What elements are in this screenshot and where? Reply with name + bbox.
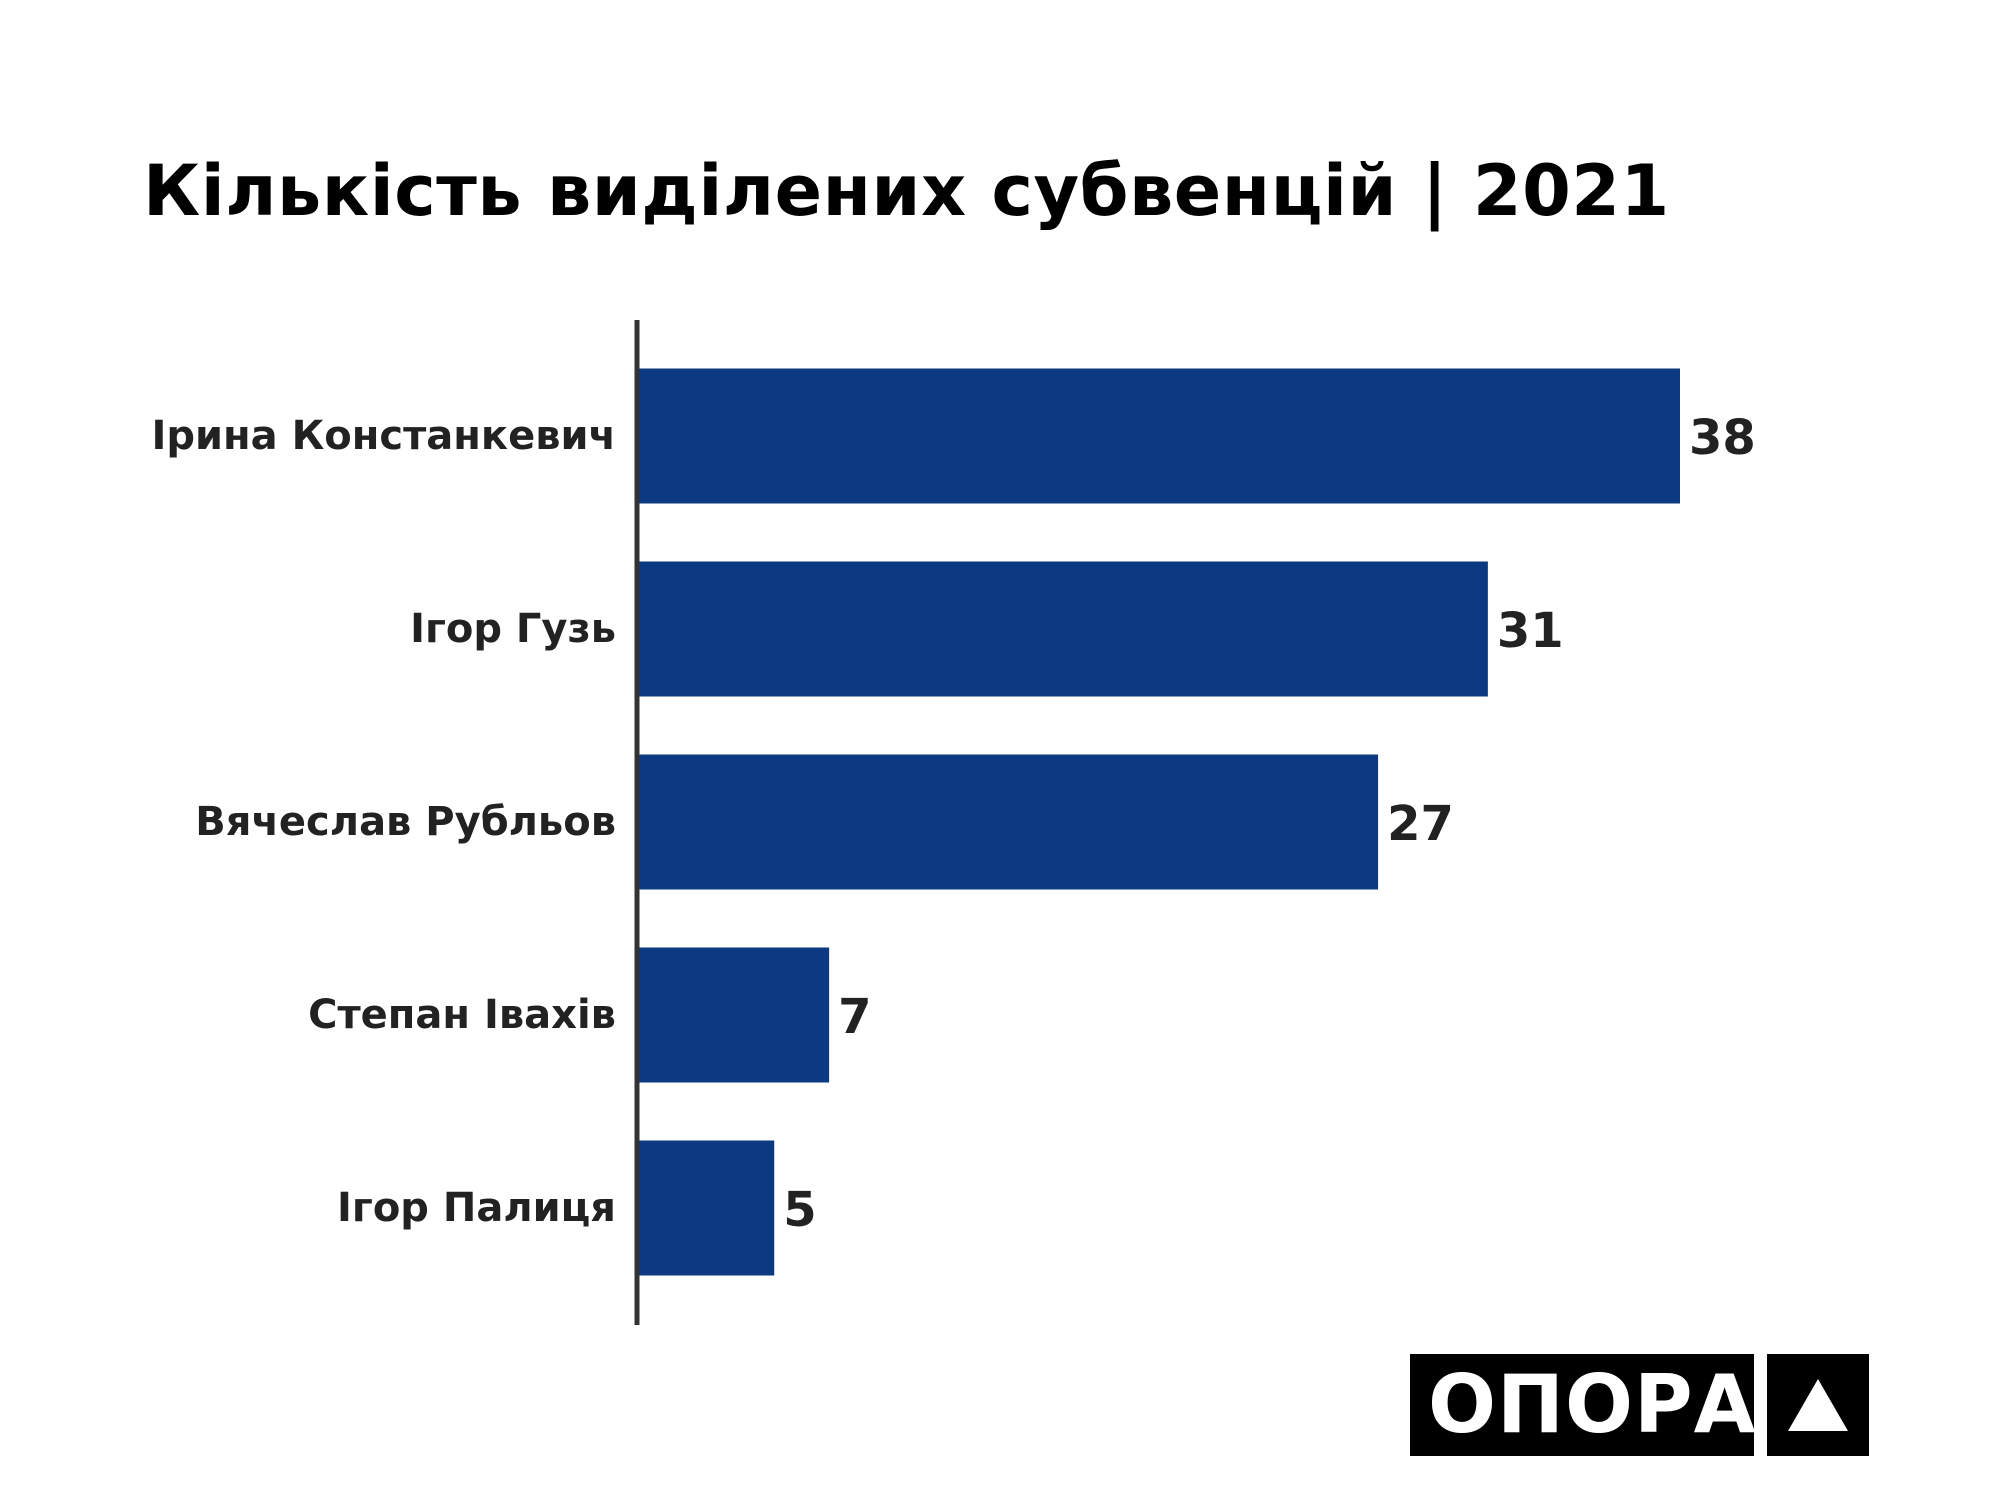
bars-layer [637,368,1680,1276]
data-label: 7 [838,989,871,1045]
bar [637,1140,775,1276]
bar [637,561,1488,697]
bar [637,947,830,1083]
data-label: 27 [1387,796,1454,852]
opora-logo: ОПОРА [1410,1354,1869,1456]
triangle-icon [1767,1354,1869,1456]
category-label: Ігор Гузь [410,606,616,652]
category-label: Вячеслав Рубльов [195,799,616,845]
data-label: 31 [1497,603,1564,659]
category-label: Ірина Констанкевич [151,413,616,459]
data-label: 38 [1689,410,1756,466]
chart-title: Кількість виділених субвенцій | 2021 [143,150,1670,232]
bar [637,368,1680,504]
bar [637,754,1379,890]
labels-layer: Ірина Констанкевич 38 Ігор Гузь 31 Вячеслав … [151,410,1755,1238]
logo-text: ОПОРА [1410,1354,1756,1456]
data-label: 5 [783,1182,816,1238]
category-label: Степан Івахів [308,992,616,1038]
category-label: Ігор Палиця [337,1185,616,1231]
